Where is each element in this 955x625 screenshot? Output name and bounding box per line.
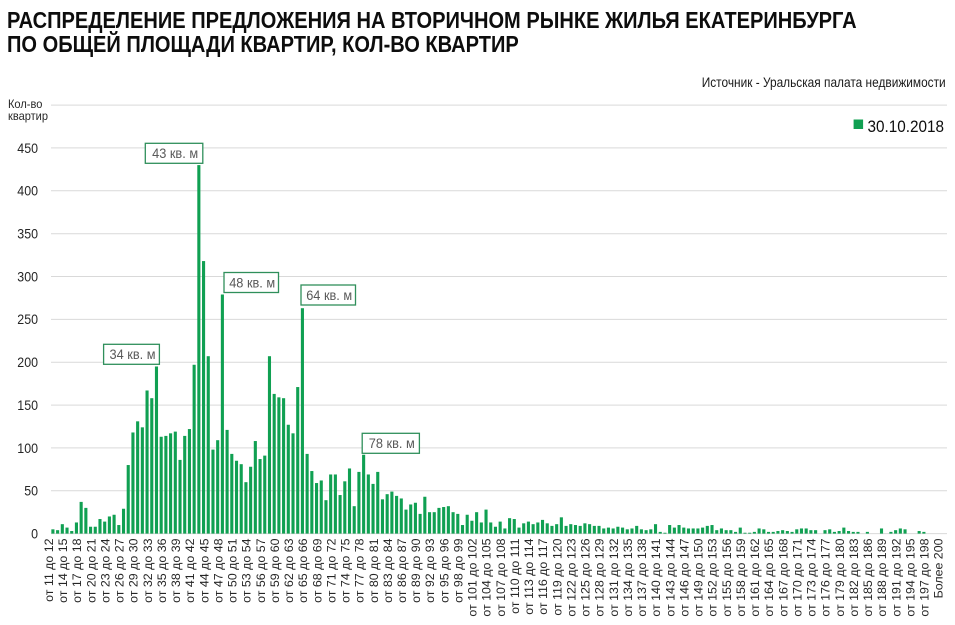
svg-text:от 62 до 63: от 62 до 63 <box>282 538 296 602</box>
svg-text:от 29 до 30: от 29 до 30 <box>127 538 141 602</box>
svg-text:от 113 до 114: от 113 до 114 <box>522 538 536 614</box>
svg-text:от 185 до 186: от 185 до 186 <box>861 538 875 616</box>
svg-text:от 164 до 165: от 164 до 165 <box>762 538 776 616</box>
svg-text:от 77 до 78: от 77 до 78 <box>353 538 367 602</box>
svg-text:от 173 до 174: от 173 до 174 <box>805 538 819 616</box>
svg-text:30.10.2018: 30.10.2018 <box>868 117 945 136</box>
svg-text:Более 200: Более 200 <box>932 538 946 598</box>
svg-text:от 20 до 21: от 20 до 21 <box>84 538 98 602</box>
svg-text:от 176 до 177: от 176 до 177 <box>819 538 833 616</box>
svg-text:Источник - Уральская палата не: Источник - Уральская палата недвижимости <box>702 74 946 90</box>
svg-text:от 152 до 153: от 152 до 153 <box>706 538 720 616</box>
svg-text:от 56 до 57: от 56 до 57 <box>254 538 268 602</box>
svg-text:от 23 до 24: от 23 до 24 <box>98 538 112 602</box>
svg-text:78 кв. м: 78 кв. м <box>369 436 415 451</box>
svg-text:от 80 до 81: от 80 до 81 <box>367 538 381 602</box>
svg-text:от 14 до 15: от 14 до 15 <box>56 538 70 602</box>
svg-text:48 кв. м: 48 кв. м <box>229 275 275 290</box>
svg-text:от 155 до 156: от 155 до 156 <box>720 538 734 616</box>
svg-text:от 104 до 105: от 104 до 105 <box>480 538 494 616</box>
svg-text:от 116 до 117: от 116 до 117 <box>536 538 550 614</box>
svg-text:от 143 до 144: от 143 до 144 <box>663 538 677 616</box>
svg-text:от 134 до 135: от 134 до 135 <box>621 538 635 616</box>
svg-text:250: 250 <box>17 311 38 327</box>
svg-text:от 83 до 84: от 83 до 84 <box>381 538 395 602</box>
svg-text:от 44 до 45: от 44 до 45 <box>197 538 211 602</box>
svg-text:200: 200 <box>17 354 38 370</box>
svg-text:от 38 до 39: от 38 до 39 <box>169 538 183 602</box>
svg-text:от 188 до 189: от 188 до 189 <box>875 538 889 616</box>
svg-text:от 89 до 90: от 89 до 90 <box>409 538 423 602</box>
svg-text:от 146 до 147: от 146 до 147 <box>678 538 692 616</box>
svg-text:от 11 до 12: от 11 до 12 <box>42 538 56 601</box>
svg-text:от 95 до 96: от 95 до 96 <box>437 538 451 602</box>
svg-text:150: 150 <box>17 397 38 413</box>
svg-text:от 191 до 192: от 191 до 192 <box>889 538 903 616</box>
svg-text:от 137 до 138: от 137 до 138 <box>635 538 649 616</box>
svg-text:от 161 до 162: от 161 до 162 <box>748 538 762 616</box>
svg-text:от 107 до 108: от 107 до 108 <box>494 538 508 616</box>
svg-text:34 кв. м: 34 кв. м <box>110 347 156 362</box>
svg-text:от 128 до 129: от 128 до 129 <box>593 538 607 616</box>
svg-text:450: 450 <box>17 140 38 156</box>
svg-text:от 92 до 93: от 92 до 93 <box>423 538 437 602</box>
svg-text:от 197 до 198: от 197 до 198 <box>918 538 932 616</box>
svg-text:от 101 до 102: от 101 до 102 <box>466 538 480 616</box>
svg-text:от 53 до 54: от 53 до 54 <box>240 538 254 602</box>
svg-text:100: 100 <box>17 440 38 456</box>
svg-text:от 182 до 183: от 182 до 183 <box>847 538 861 616</box>
svg-text:64 кв. м: 64 кв. м <box>306 288 352 303</box>
svg-text:от 131 до 132: от 131 до 132 <box>607 538 621 616</box>
svg-text:от 179 до 180: от 179 до 180 <box>833 538 847 616</box>
svg-text:400: 400 <box>17 183 38 199</box>
svg-text:от 65 до 66: от 65 до 66 <box>296 538 310 602</box>
svg-text:от 140 до 141: от 140 до 141 <box>649 538 663 616</box>
svg-text:от 149 до 150: от 149 до 150 <box>692 538 706 616</box>
svg-text:300: 300 <box>17 268 38 284</box>
svg-text:от 86 до 87: от 86 до 87 <box>395 538 409 602</box>
svg-text:от 194 до 195: от 194 до 195 <box>904 538 918 616</box>
svg-text:от 71 до 72: от 71 до 72 <box>324 538 338 602</box>
svg-text:от 110 до 111: от 110 до 111 <box>508 538 522 613</box>
svg-text:от 74 до 75: от 74 до 75 <box>339 538 353 602</box>
svg-text:от 119 до 120: от 119 до 120 <box>550 538 564 615</box>
svg-text:от 68 до 69: от 68 до 69 <box>310 538 324 602</box>
svg-text:от 41 до 42: от 41 до 42 <box>183 538 197 602</box>
svg-text:от 32 до 33: от 32 до 33 <box>141 538 155 602</box>
svg-text:от 17 до 18: от 17 до 18 <box>70 538 84 602</box>
svg-text:от 125 до 126: от 125 до 126 <box>579 538 593 616</box>
svg-text:от 47 до 48: от 47 до 48 <box>211 538 225 602</box>
svg-text:43 кв. м: 43 кв. м <box>152 146 198 161</box>
svg-text:от 170 до 171: от 170 до 171 <box>791 538 805 616</box>
svg-text:от 98 до 99: от 98 до 99 <box>452 538 466 602</box>
svg-text:от 167 до 168: от 167 до 168 <box>776 538 790 616</box>
svg-text:от 26 до 27: от 26 до 27 <box>113 538 127 602</box>
svg-text:0: 0 <box>31 526 38 542</box>
svg-text:от 158 до 159: от 158 до 159 <box>734 538 748 616</box>
svg-text:350: 350 <box>17 226 38 242</box>
svg-text:от 50 до 51: от 50 до 51 <box>226 538 240 602</box>
svg-text:от 122 до 123: от 122 до 123 <box>565 538 579 616</box>
svg-text:50: 50 <box>24 483 38 499</box>
svg-text:от 59 до 60: от 59 до 60 <box>268 538 282 602</box>
svg-text:от 35 до 36: от 35 до 36 <box>155 538 169 602</box>
